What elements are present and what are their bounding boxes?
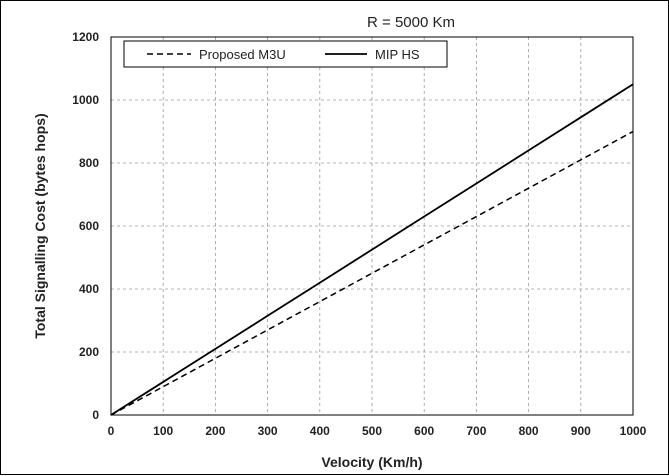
x-tick-label: 900 (571, 424, 591, 438)
x-tick-label: 600 (414, 424, 434, 438)
y-tick-label: 800 (79, 156, 99, 170)
x-axis-title: Velocity (Km/h) (321, 454, 422, 470)
x-tick-label: 500 (362, 424, 382, 438)
x-tick-label: 400 (310, 424, 330, 438)
series-group (110, 83, 634, 416)
y-tick-label: 200 (79, 345, 99, 359)
chart-title: R = 5000 Km (367, 14, 455, 31)
legend-label-mip-hs: MIP HS (375, 47, 420, 62)
y-tick-label: 1000 (72, 93, 99, 107)
legend-label-proposed-m3u: Proposed M3U (199, 47, 286, 62)
grid (111, 37, 633, 415)
series-line-mip-hs (110, 83, 634, 416)
plot-area (110, 36, 634, 416)
y-tick-label: 600 (79, 219, 99, 233)
legend: Proposed M3U MIP HS (123, 40, 448, 68)
x-tick-label: 1000 (620, 424, 647, 438)
x-tick-label: 200 (205, 424, 225, 438)
y-tick-label: 400 (79, 282, 99, 296)
series-line-proposed-m3u (110, 130, 634, 416)
y-tick-label: 0 (92, 408, 99, 422)
y-axis-title: Total Signalling Cost (bytes hops) (32, 113, 48, 338)
x-tick-label: 800 (519, 424, 539, 438)
x-tick-label: 0 (108, 424, 115, 438)
x-tick-label: 300 (258, 424, 278, 438)
axis-ticks: 0 100 200 300 400 500 600 700 800 900 1000 0 200 400 6… (72, 30, 646, 438)
x-tick-label: 700 (466, 424, 486, 438)
x-tick-label: 100 (153, 424, 173, 438)
y-tick-label: 1200 (72, 30, 99, 44)
